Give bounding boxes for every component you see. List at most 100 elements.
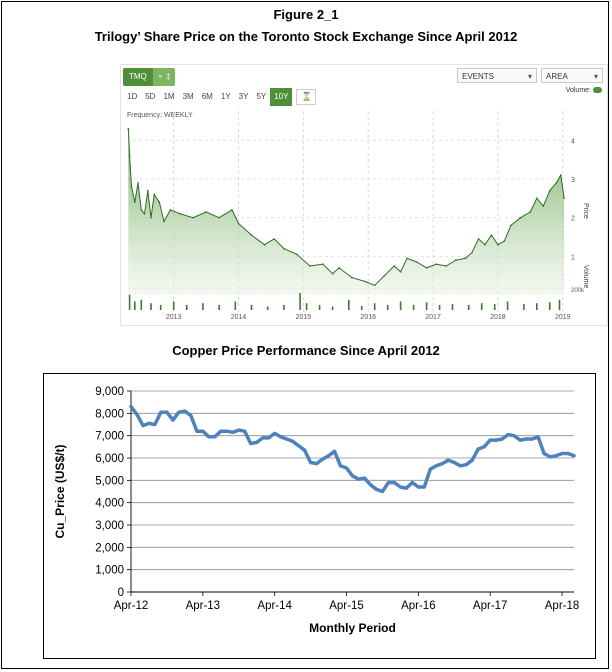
figure-label: Figure 2_1	[273, 7, 339, 22]
copper-price-point	[303, 448, 307, 452]
x-tick-label: Apr-13	[186, 600, 221, 612]
range-button-1m[interactable]: 1M	[163, 92, 175, 101]
range-button-3m[interactable]: 3M	[182, 92, 194, 101]
volume-bar	[331, 306, 334, 310]
price-point	[490, 234, 493, 236]
chart-type-dropdown[interactable]: AREA ▾	[541, 68, 603, 83]
copper-price-point	[404, 486, 408, 490]
price-point	[510, 224, 512, 227]
chevron-down-icon: ▾	[593, 72, 598, 81]
copper-price-point	[422, 485, 426, 489]
range-button-1y[interactable]: 1Y	[220, 92, 231, 101]
copper-price-point	[428, 467, 432, 471]
copper-price-point	[542, 451, 546, 456]
price-point	[296, 253, 298, 256]
range-button-1d[interactable]: 1D	[127, 92, 138, 101]
copper-price-point	[374, 487, 378, 491]
price-point	[563, 197, 565, 200]
range-button-5d[interactable]: 5D	[145, 92, 156, 101]
copper-price-point	[225, 429, 229, 433]
volume-bar	[549, 302, 551, 310]
price-point	[158, 201, 161, 203]
ticker-group: TMQ ⚬ ‡	[123, 68, 175, 86]
volume-bar	[140, 299, 143, 310]
copper-price-point	[356, 477, 361, 481]
ticker-button[interactable]: TMQ	[123, 68, 153, 86]
price-point	[406, 257, 408, 260]
volume-bar	[134, 301, 136, 310]
price-point	[150, 216, 152, 219]
x-axis-label: Monthly Period	[309, 621, 396, 635]
volume-bar	[266, 306, 269, 310]
copper-price-point	[135, 412, 139, 417]
copper-price-point	[560, 451, 564, 456]
range-button-10y[interactable]: 10Y	[270, 88, 293, 106]
price-point	[192, 216, 194, 219]
copper-price-point	[291, 439, 295, 443]
volume-bar	[234, 301, 237, 310]
price-point	[536, 197, 538, 200]
copper-price-point	[524, 437, 528, 441]
x-tick-label: 2015	[296, 314, 312, 321]
copper-price-point	[321, 457, 325, 461]
share-price-chart: 2013 2014 2015 2016 2017 2018 2019 4 3 2 1 Price 200…	[127, 111, 589, 321]
copper-price-point	[165, 410, 169, 414]
range-button-5y[interactable]: 5Y	[256, 92, 267, 101]
y-tick-label: 3,000	[95, 520, 124, 532]
date-range-icon[interactable]: ⌛	[296, 89, 317, 105]
x-tick-label: Apr-18	[545, 600, 580, 612]
y-tick-label: 6,000	[95, 453, 124, 465]
events-dropdown-label: EVENTS	[462, 72, 495, 81]
price-point	[393, 265, 396, 267]
y-tick-label: 9,000	[95, 386, 124, 398]
volume-bar	[150, 303, 152, 310]
copper-price-point	[141, 424, 145, 428]
price-tick-label: 4	[571, 138, 575, 145]
copper-price-point	[380, 489, 384, 494]
copper-price-point	[410, 481, 414, 485]
copper-price-point	[362, 476, 367, 480]
compare-button[interactable]: ⚬ ‡	[152, 68, 175, 86]
volume-bar	[399, 301, 402, 310]
chevron-down-icon: ▾	[527, 72, 532, 81]
price-point	[231, 209, 233, 211]
price-point	[425, 267, 428, 269]
x-tick-label: 2017	[425, 314, 441, 321]
price-point	[153, 193, 155, 196]
price-tick-label: 1	[571, 254, 575, 261]
volume-toggle[interactable]: Volume:	[566, 87, 602, 94]
copper-price-point	[261, 436, 265, 440]
volume-bar	[159, 304, 162, 310]
price-point	[364, 280, 366, 283]
copper-price-point	[566, 451, 570, 456]
price-point	[445, 265, 447, 267]
volume-bar	[425, 302, 428, 310]
volume-bar	[451, 304, 454, 310]
volume-bar	[172, 301, 175, 310]
copper-chart-title: Copper Price Performance Since April 201…	[172, 343, 440, 358]
x-tick-label: 2019	[555, 314, 571, 321]
copper-price-point	[231, 430, 235, 434]
range-button-6m[interactable]: 6M	[201, 92, 213, 101]
volume-bar	[558, 299, 561, 310]
price-point	[309, 265, 311, 267]
volume-bar	[467, 304, 470, 310]
copper-price-point	[482, 445, 486, 449]
copper-price-point	[315, 462, 319, 466]
events-dropdown[interactable]: EVENTS ▾	[457, 68, 537, 83]
price-point	[283, 247, 285, 250]
price-point	[477, 238, 480, 240]
price-point	[205, 211, 207, 213]
price-point	[130, 185, 133, 188]
copper-price-point	[279, 435, 283, 439]
copper-price-point	[153, 422, 157, 427]
price-point	[383, 274, 386, 277]
price-point	[464, 257, 467, 260]
volume-bar	[185, 304, 188, 310]
price-point	[373, 284, 376, 287]
price-point	[484, 243, 486, 246]
price-tick-label: 2	[571, 216, 575, 223]
range-button-3y[interactable]: 3Y	[238, 92, 249, 101]
price-point	[471, 251, 473, 254]
